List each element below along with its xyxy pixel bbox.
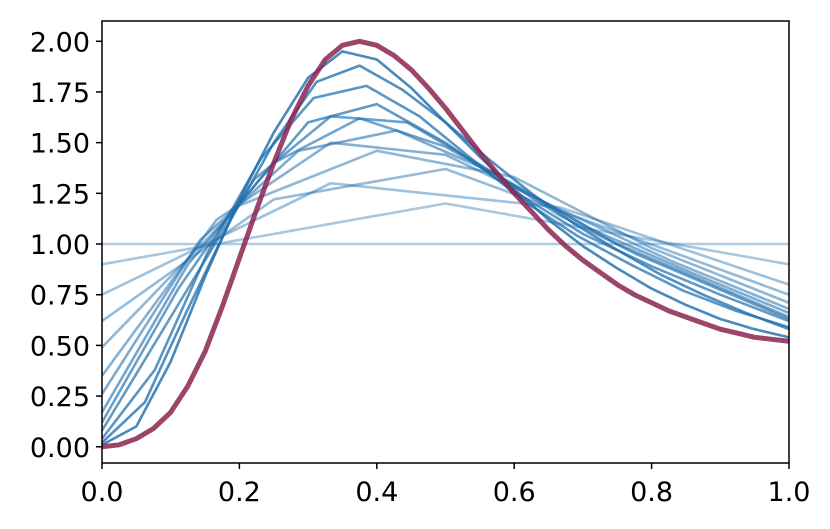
y-tick-label: 0.00 bbox=[30, 433, 90, 464]
y-tick-label: 0.50 bbox=[30, 331, 90, 362]
y-axis: 0.00 0.25 0.50 0.75 1.00 1.25 1.50 1.75 2.00 bbox=[30, 27, 102, 464]
x-tick-label: 0.4 bbox=[355, 477, 398, 508]
series-line-10 bbox=[102, 102, 789, 432]
y-tick-label: 0.25 bbox=[30, 382, 90, 413]
x-tick-label: 1.0 bbox=[768, 477, 811, 508]
x-tick-label: 0.0 bbox=[81, 477, 124, 508]
y-tick-label: 1.75 bbox=[30, 78, 90, 109]
series-line-6 bbox=[102, 141, 789, 377]
series-line-13 bbox=[102, 50, 789, 446]
series-line-9 bbox=[102, 115, 789, 424]
y-tick-label: 0.75 bbox=[30, 281, 90, 312]
plot-frame bbox=[101, 20, 790, 464]
series-line-8 bbox=[102, 117, 789, 413]
y-tick-label: 1.25 bbox=[30, 179, 90, 210]
x-tick-label: 0.6 bbox=[493, 477, 536, 508]
x-tick-label: 0.8 bbox=[630, 477, 673, 508]
y-tick-label: 1.50 bbox=[30, 129, 90, 160]
series-line-11 bbox=[102, 84, 789, 440]
series-line-2 bbox=[102, 202, 789, 266]
series-line-7 bbox=[102, 129, 789, 395]
x-tick-label: 0.2 bbox=[218, 477, 261, 508]
y-tick-label: 2.00 bbox=[30, 27, 90, 58]
y-tick-label: 1.00 bbox=[30, 230, 90, 261]
series-line-final bbox=[102, 38, 789, 450]
series-group bbox=[102, 38, 789, 450]
x-axis: 0.0 0.2 0.4 0.6 0.8 1.0 bbox=[81, 463, 811, 508]
